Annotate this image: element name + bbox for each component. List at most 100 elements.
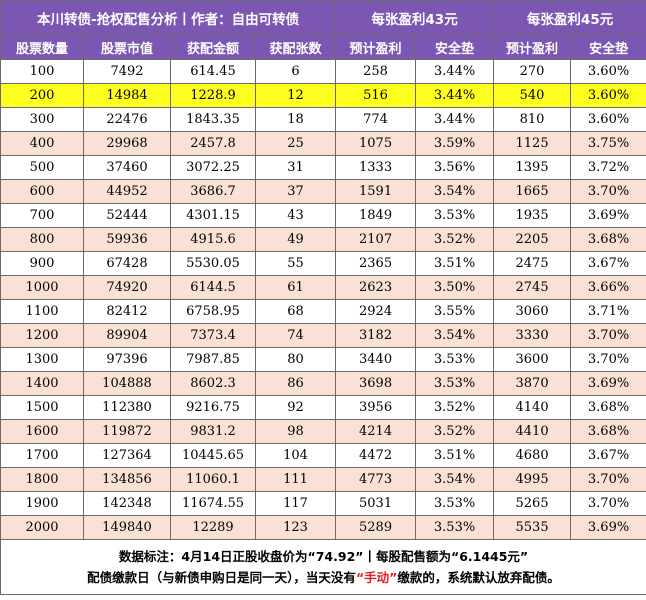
cell-share-count: 1000: [0, 275, 84, 300]
cell-profit-45: 4410: [493, 419, 572, 444]
cell-profit-43: 4214: [335, 419, 417, 444]
table-row: 1100 82412 6758.95 68 2924 3.55% 3060 3.71%: [0, 299, 646, 324]
cell-cushion-43: 3.50%: [415, 275, 495, 300]
profit-43-group-header: 每张盈利43元: [335, 0, 495, 35]
cell-allot-amount: 11060.1: [170, 467, 256, 492]
table-row: 800 59936 4915.6 49 2107 3.52% 2205 3.68%: [0, 227, 646, 252]
cell-cushion-45: 3.66%: [570, 275, 646, 300]
cell-profit-43: 4472: [335, 443, 417, 468]
cell-market-value: 112380: [83, 395, 171, 420]
table-row: 1700 127364 10445.65 104 4472 3.51% 4680 3.67%: [0, 443, 646, 468]
table-row: 1500 112380 9216.75 92 3956 3.52% 4140 3.68%: [0, 395, 646, 420]
table-row: 100 7492 614.45 6 258 3.44% 270 3.60%: [0, 59, 646, 84]
cell-share-count: 2000: [0, 515, 84, 540]
table-row: 700 52444 4301.15 43 1849 3.53% 1935 3.69%: [0, 203, 646, 228]
cell-cushion-43: 3.54%: [415, 323, 495, 348]
cell-profit-45: 3870: [493, 371, 572, 396]
header-cushion-43: 安全垫: [415, 34, 495, 60]
cell-allot-lots: 61: [254, 275, 337, 300]
cell-allot-amount: 5530.05: [170, 251, 256, 276]
cell-cushion-45: 3.69%: [570, 515, 646, 540]
table-row: 900 67428 5530.05 55 2365 3.51% 2475 3.67%: [0, 251, 646, 276]
cell-allot-lots: 43: [254, 203, 337, 228]
cell-cushion-45: 3.70%: [570, 323, 646, 348]
cell-share-count: 800: [0, 227, 84, 252]
cell-allot-amount: 6758.95: [170, 299, 256, 324]
cell-profit-45: 3330: [493, 323, 572, 348]
cell-allot-amount: 614.45: [170, 59, 256, 84]
column-header-row: 股票数量 股票市值 获配金额 获配张数 预计盈利 安全垫 预计盈利 安全垫: [0, 34, 646, 60]
cell-allot-amount: 3686.7: [170, 179, 256, 204]
cell-share-count: 1500: [0, 395, 84, 420]
cell-profit-43: 1849: [335, 203, 417, 228]
cell-profit-43: 2107: [335, 227, 417, 252]
cell-allot-lots: 111: [254, 467, 337, 492]
cell-allot-lots: 86: [254, 371, 337, 396]
cell-share-count: 1300: [0, 347, 84, 372]
cell-market-value: 119872: [83, 419, 171, 444]
cell-share-count: 100: [0, 59, 84, 84]
cell-profit-43: 1591: [335, 179, 417, 204]
cell-cushion-45: 3.75%: [570, 131, 646, 156]
cell-allot-lots: 12: [254, 83, 337, 108]
cell-cushion-45: 3.60%: [570, 83, 646, 108]
header-market-value: 股票市值: [83, 34, 171, 60]
footer-line-2: 配债缴款日（与新债申购日是同一天），当天没有“手动”缴款的，系统默认放弃配债。: [2, 567, 646, 588]
cell-allot-amount: 7373.4: [170, 323, 256, 348]
cell-cushion-43: 3.53%: [415, 203, 495, 228]
cell-share-count: 1100: [0, 299, 84, 324]
cell-profit-43: 2924: [335, 299, 417, 324]
table-row: 1000 74920 6144.5 61 2623 3.50% 2745 3.66%: [0, 275, 646, 300]
table-title: 本川转债-抢权配售分析丨作者：自由可转债: [0, 0, 337, 35]
cell-allot-amount: 4301.15: [170, 203, 256, 228]
cell-profit-43: 774: [335, 107, 417, 132]
cell-allot-lots: 92: [254, 395, 337, 420]
manual-emphasis: “手动”: [355, 570, 398, 585]
cell-cushion-43: 3.52%: [415, 395, 495, 420]
profit-45-group-header: 每张盈利45元: [493, 0, 646, 35]
footer-row: 数据标注：4月14日正股收盘价为“74.92”丨每股配售额为“6.1445元” …: [0, 539, 646, 595]
cell-cushion-45: 3.69%: [570, 371, 646, 396]
cell-profit-45: 2205: [493, 227, 572, 252]
cell-share-count: 900: [0, 251, 84, 276]
cell-profit-45: 4680: [493, 443, 572, 468]
cell-allot-amount: 8602.3: [170, 371, 256, 396]
cell-market-value: 134856: [83, 467, 171, 492]
cell-market-value: 149840: [83, 515, 171, 540]
cell-allot-amount: 4915.6: [170, 227, 256, 252]
footer-line-2-pre: 配债缴款日（与新债申购日是同一天），当天没有: [87, 570, 356, 585]
cell-allot-lots: 31: [254, 155, 337, 180]
cell-allot-lots: 74: [254, 323, 337, 348]
cell-share-count: 1700: [0, 443, 84, 468]
table-row: 1200 89904 7373.4 74 3182 3.54% 3330 3.70%: [0, 323, 646, 348]
cell-allot-amount: 1228.9: [170, 83, 256, 108]
cell-market-value: 97396: [83, 347, 171, 372]
header-profit-43: 预计盈利: [335, 34, 417, 60]
cell-profit-43: 3698: [335, 371, 417, 396]
cell-allot-lots: 117: [254, 491, 337, 516]
cell-share-count: 1200: [0, 323, 84, 348]
cell-market-value: 142348: [83, 491, 171, 516]
cell-cushion-45: 3.70%: [570, 347, 646, 372]
cell-cushion-43: 3.44%: [415, 83, 495, 108]
cell-allot-amount: 3072.25: [170, 155, 256, 180]
cell-market-value: 52444: [83, 203, 171, 228]
cell-profit-43: 258: [335, 59, 417, 84]
cell-profit-43: 4773: [335, 467, 417, 492]
cell-profit-45: 5265: [493, 491, 572, 516]
cell-market-value: 67428: [83, 251, 171, 276]
cell-cushion-45: 3.71%: [570, 299, 646, 324]
cell-cushion-45: 3.60%: [570, 107, 646, 132]
cell-profit-43: 3956: [335, 395, 417, 420]
cell-share-count: 1900: [0, 491, 84, 516]
cell-allot-amount: 12289: [170, 515, 256, 540]
cell-share-count: 1400: [0, 371, 84, 396]
cell-profit-43: 5289: [335, 515, 417, 540]
header-allot-lots: 获配张数: [254, 34, 337, 60]
cell-profit-43: 3182: [335, 323, 417, 348]
cell-profit-43: 1333: [335, 155, 417, 180]
cell-share-count: 1600: [0, 419, 84, 444]
cell-profit-45: 3600: [493, 347, 572, 372]
footer-line-2-post: 缴款的，系统默认放弃配债。: [397, 570, 560, 585]
cell-profit-45: 1395: [493, 155, 572, 180]
